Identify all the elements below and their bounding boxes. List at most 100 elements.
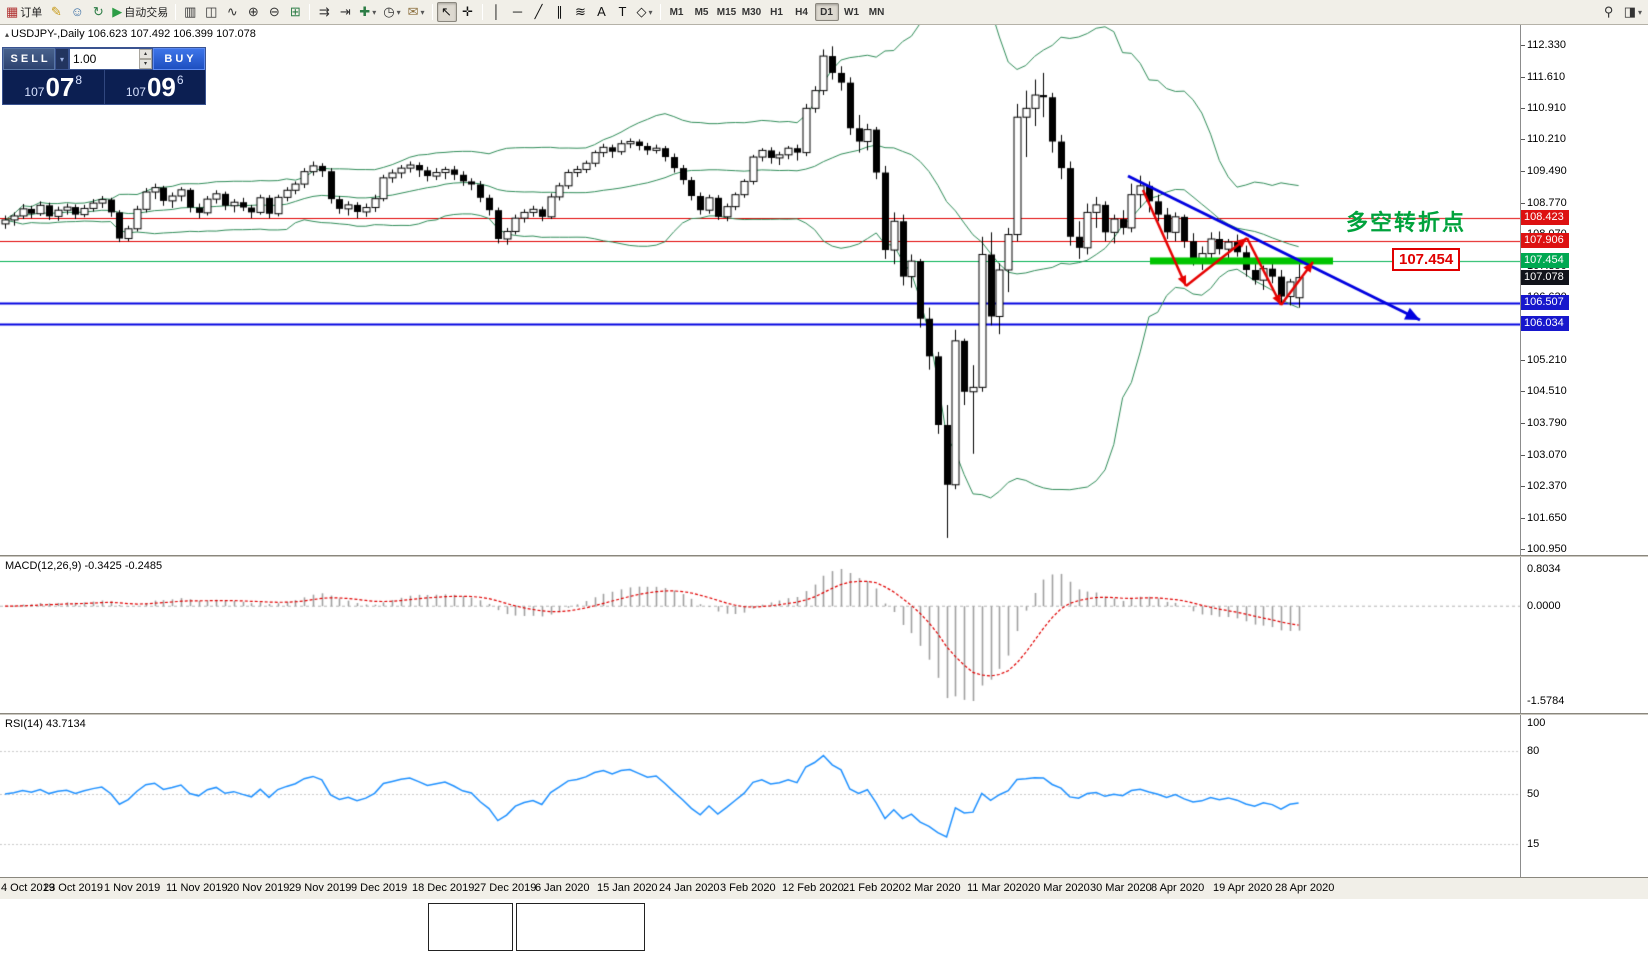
toolbar-separator bbox=[175, 4, 177, 20]
volume-spinner: ▴ ▾ bbox=[139, 49, 152, 69]
buy-button[interactable]: B U Y bbox=[153, 48, 205, 70]
search-button[interactable]: ⚲ bbox=[1599, 2, 1619, 22]
sell-price-prefix: 107 bbox=[24, 85, 45, 99]
chart-line-button[interactable]: ∿ bbox=[222, 2, 242, 22]
toolbar-separator bbox=[309, 4, 311, 20]
fibonacci-tool-button[interactable]: ≋ bbox=[571, 2, 591, 22]
price-axis-label: 111.610 bbox=[1527, 71, 1566, 83]
data-window-button[interactable]: ◨ ▾ bbox=[1621, 2, 1645, 22]
chart-shift-button[interactable]: ⇥ bbox=[335, 2, 355, 22]
timeframe-h1-button[interactable]: H1 bbox=[765, 3, 789, 21]
price-divider bbox=[103, 70, 105, 104]
date-label: 28 Apr 2020 bbox=[1275, 882, 1335, 894]
volume-field: ▴ ▾ bbox=[69, 48, 153, 70]
timeframe-m15-button[interactable]: M15 bbox=[715, 3, 739, 21]
chart-marker-icon: ▴ bbox=[5, 30, 10, 39]
date-label: 6 Jan 2020 bbox=[535, 882, 590, 894]
tile-windows-icon: ⊞ bbox=[289, 4, 301, 19]
shapes-tool-icon: ◇ bbox=[636, 4, 647, 19]
periods-button[interactable]: ◷ ▾ bbox=[380, 2, 403, 22]
price-axis-tick bbox=[1521, 423, 1525, 424]
templates-button[interactable]: ✉ ▾ bbox=[405, 2, 428, 22]
chart-candlesticks-button[interactable]: ◫ bbox=[201, 2, 221, 22]
timeframe-m30-button[interactable]: M30 bbox=[740, 3, 764, 21]
price-axis-tick bbox=[1521, 360, 1525, 361]
channel-tool-icon: ∥ bbox=[556, 4, 563, 19]
date-label: 18 Dec 2019 bbox=[412, 882, 475, 894]
chart-bars-icon: ▥ bbox=[184, 4, 197, 19]
auto-trading-button[interactable]: ▶ 自动交易 bbox=[109, 2, 171, 22]
bottom-panel-box-1[interactable] bbox=[428, 903, 513, 951]
timeframe-m1-button[interactable]: M1 bbox=[665, 3, 689, 21]
price-axis-label: 110.910 bbox=[1527, 102, 1566, 114]
one-click-trading-panel: S E L L ▾ ▴ ▾ B U Y 107 07 8 107 09 6 bbox=[2, 47, 206, 105]
time-scale[interactable]: 4 Oct 2019 23 Oct 2019 1 Nov 2019 11 Nov 20… bbox=[0, 877, 1648, 899]
date-label: 11 Nov 2019 bbox=[166, 882, 228, 894]
trade-options-dropdown[interactable]: ▾ bbox=[55, 48, 69, 70]
macd-panel-canvas[interactable] bbox=[0, 557, 1520, 713]
navigator-icon: ↻ bbox=[92, 4, 104, 19]
price-axis-tick bbox=[1521, 518, 1525, 519]
price-tag: 107.078 bbox=[1521, 270, 1569, 285]
timeframe-m5-button[interactable]: M5 bbox=[690, 3, 714, 21]
date-label: 2 Mar 2020 bbox=[905, 882, 961, 894]
sell-price-sup: 8 bbox=[75, 73, 83, 87]
price-chart-canvas[interactable] bbox=[0, 25, 1520, 555]
market-watch-button[interactable]: ☺ bbox=[67, 2, 87, 22]
macd-indicator-label: MACD(12,26,9) -0.3425 -0.2485 bbox=[5, 560, 163, 572]
zoom-in-button[interactable]: ⊕ bbox=[243, 2, 263, 22]
shapes-tool-button[interactable]: ◇ ▾ bbox=[634, 2, 656, 22]
auto-scroll-button[interactable]: ⇉ bbox=[314, 2, 334, 22]
date-label: 29 Nov 2019 bbox=[289, 882, 352, 894]
auto-scroll-icon: ⇉ bbox=[318, 4, 330, 19]
chevron-down-icon: ▾ bbox=[1637, 7, 1642, 17]
vertical-line-tool-button[interactable]: │ bbox=[487, 2, 507, 22]
search-icon: ⚲ bbox=[1603, 4, 1614, 19]
panel-splitter[interactable] bbox=[0, 555, 1648, 557]
toolbar-right-group: ⚲ ◨ ▾ bbox=[1599, 2, 1645, 22]
profiles-button[interactable]: ✎ bbox=[46, 2, 66, 22]
panel-splitter[interactable] bbox=[0, 713, 1648, 715]
auto-trading-label: 自动交易 bbox=[124, 7, 169, 19]
indicators-icon: ✚ bbox=[359, 4, 371, 19]
timeframe-w1-button[interactable]: W1 bbox=[840, 3, 864, 21]
price-scale[interactable]: 112.330 111.610 110.910 110.210 109.490 108.7… bbox=[1520, 25, 1648, 877]
chevron-down-icon: ▾ bbox=[396, 7, 401, 17]
cursor-button[interactable]: ↖ bbox=[436, 2, 457, 22]
timeframe-d1-button[interactable]: D1 bbox=[814, 3, 839, 21]
bottom-panel-box-2[interactable] bbox=[516, 903, 645, 951]
tile-windows-button[interactable]: ⊞ bbox=[285, 2, 305, 22]
navigator-button[interactable]: ↻ bbox=[88, 2, 108, 22]
data-window-icon: ◨ bbox=[1623, 4, 1636, 19]
price-tag: 106.034 bbox=[1521, 316, 1569, 331]
price-axis-tick bbox=[1521, 45, 1525, 46]
price-axis-tick bbox=[1521, 139, 1525, 140]
timeframe-h4-button[interactable]: H4 bbox=[790, 3, 814, 21]
toolbar-separator bbox=[481, 4, 483, 20]
indicators-button[interactable]: ✚ ▾ bbox=[356, 2, 379, 22]
date-label: 15 Jan 2020 bbox=[597, 882, 658, 894]
channel-tool-button[interactable]: ∥ bbox=[550, 2, 570, 22]
crosshair-button[interactable]: ✛ bbox=[458, 2, 478, 22]
trendline-tool-button[interactable]: ╱ bbox=[529, 2, 549, 22]
price-tag: 106.507 bbox=[1521, 295, 1569, 310]
text-tool-button[interactable]: A bbox=[592, 2, 612, 22]
label-tool-button[interactable]: T bbox=[613, 2, 633, 22]
volume-decrease-button[interactable]: ▾ bbox=[139, 59, 152, 69]
chart-title-text: USDJPY-,Daily 106.623 107.492 106.399 10… bbox=[11, 28, 256, 40]
price-axis-label: 103.070 bbox=[1527, 449, 1567, 461]
volume-input[interactable] bbox=[70, 49, 139, 69]
new-order-button[interactable]: ▦ 订单 bbox=[3, 2, 45, 22]
zoom-out-button[interactable]: ⊖ bbox=[264, 2, 284, 22]
sell-button[interactable]: S E L L bbox=[3, 48, 55, 70]
date-label: 24 Jan 2020 bbox=[659, 882, 720, 894]
horizontal-line-tool-button[interactable]: ─ bbox=[508, 2, 528, 22]
chart-bars-button[interactable]: ▥ bbox=[180, 2, 200, 22]
rsi-panel-canvas[interactable] bbox=[0, 715, 1520, 877]
date-label: 20 Mar 2020 bbox=[1028, 882, 1090, 894]
price-axis-label: 109.490 bbox=[1527, 165, 1567, 177]
buy-price[interactable]: 107 09 6 bbox=[105, 70, 206, 104]
timeframe-mn-button[interactable]: MN bbox=[865, 3, 889, 21]
volume-increase-button[interactable]: ▴ bbox=[139, 49, 152, 59]
sell-price[interactable]: 107 07 8 bbox=[3, 70, 104, 104]
